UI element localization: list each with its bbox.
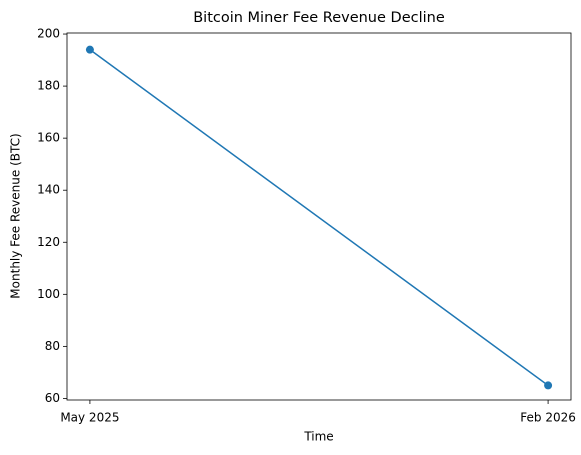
plot-frame [66, 32, 572, 401]
y-tick-label: 100 [37, 287, 60, 301]
y-axis-label: Monthly Fee Revenue (BTC) [9, 133, 23, 298]
y-tick-label: 160 [37, 131, 60, 145]
y-tick-label: 180 [37, 79, 60, 93]
y-tick-label: 60 [45, 391, 60, 405]
y-tick-label: 200 [37, 27, 60, 41]
x-tick-label: May 2025 [60, 411, 119, 425]
x-tick-label: Feb 2026 [520, 411, 576, 425]
point [544, 381, 553, 390]
chart-title: Bitcoin Miner Fee Revenue Decline [193, 10, 445, 26]
y-tick-label: 140 [37, 183, 60, 197]
y-tick-label: 120 [37, 235, 60, 249]
point [85, 45, 94, 54]
line [89, 49, 549, 387]
y-tick-label: 80 [45, 339, 60, 353]
x-axis-label: Time [303, 430, 333, 444]
